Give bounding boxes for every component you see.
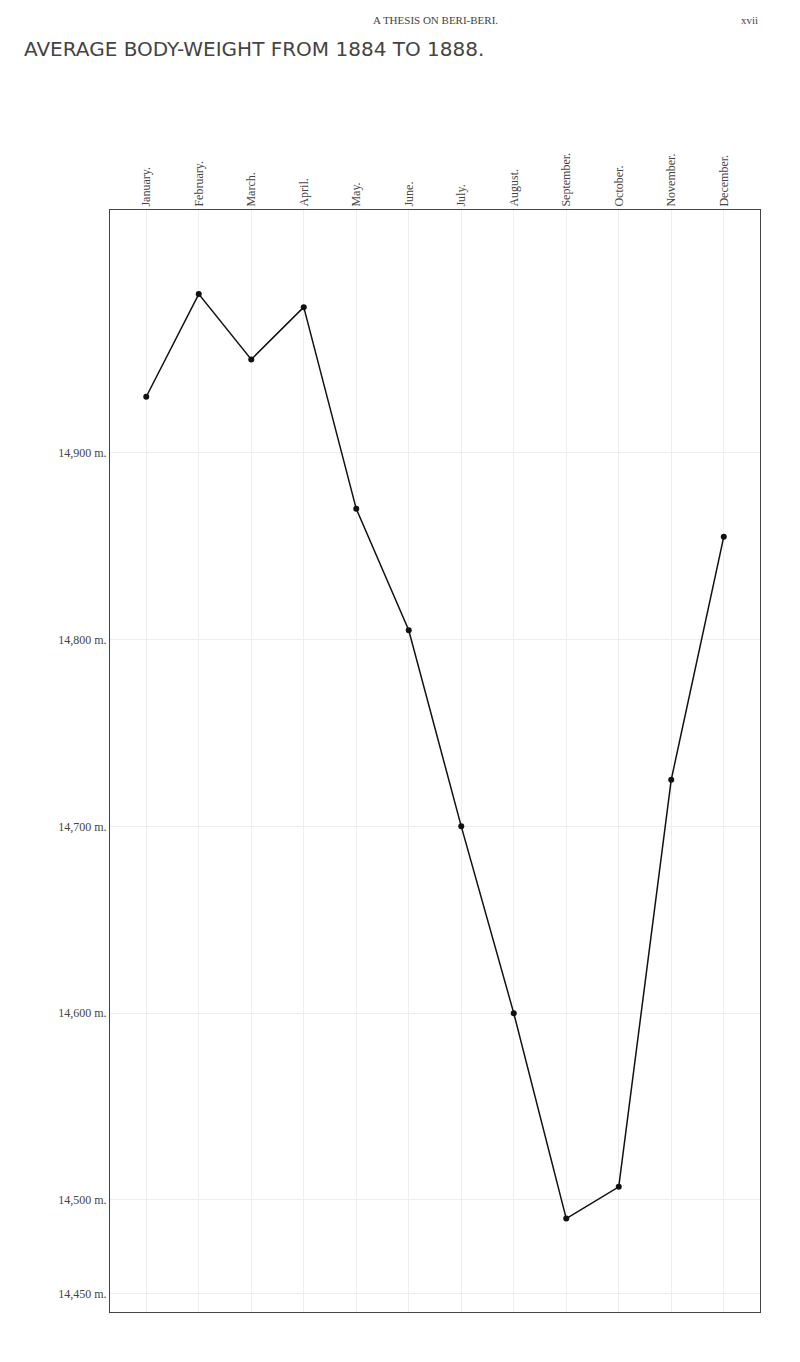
svg-text:February.: February. [192, 161, 206, 207]
svg-text:May.: May. [349, 182, 363, 206]
svg-text:14,600 m.: 14,600 m. [58, 1006, 106, 1020]
svg-text:14,500 m.: 14,500 m. [58, 1193, 106, 1207]
svg-text:July.: July. [454, 184, 468, 206]
svg-text:January.: January. [139, 167, 153, 207]
svg-text:14,900 m.: 14,900 m. [58, 446, 106, 460]
svg-text:December.: December. [717, 155, 731, 207]
svg-text:November.: November. [664, 154, 678, 207]
svg-text:xvii: xvii [741, 14, 758, 26]
svg-text:March.: March. [244, 172, 258, 206]
svg-text:AVERAGE BODY-WEIGHT FROM 1884: AVERAGE BODY-WEIGHT FROM 1884 TO 1888. [24, 37, 484, 61]
svg-text:August.: August. [507, 169, 521, 207]
svg-text:September.: September. [559, 153, 573, 207]
svg-text:14,800 m.: 14,800 m. [58, 633, 106, 647]
svg-text:A THESIS ON BERI-BERI.: A THESIS ON BERI-BERI. [373, 14, 498, 26]
svg-text:14,700 m.: 14,700 m. [58, 820, 106, 834]
svg-text:October.: October. [612, 166, 626, 207]
svg-text:April.: April. [297, 178, 311, 206]
svg-text:June.: June. [402, 182, 416, 207]
svg-text:14,450 m.: 14,450 m. [58, 1287, 106, 1301]
